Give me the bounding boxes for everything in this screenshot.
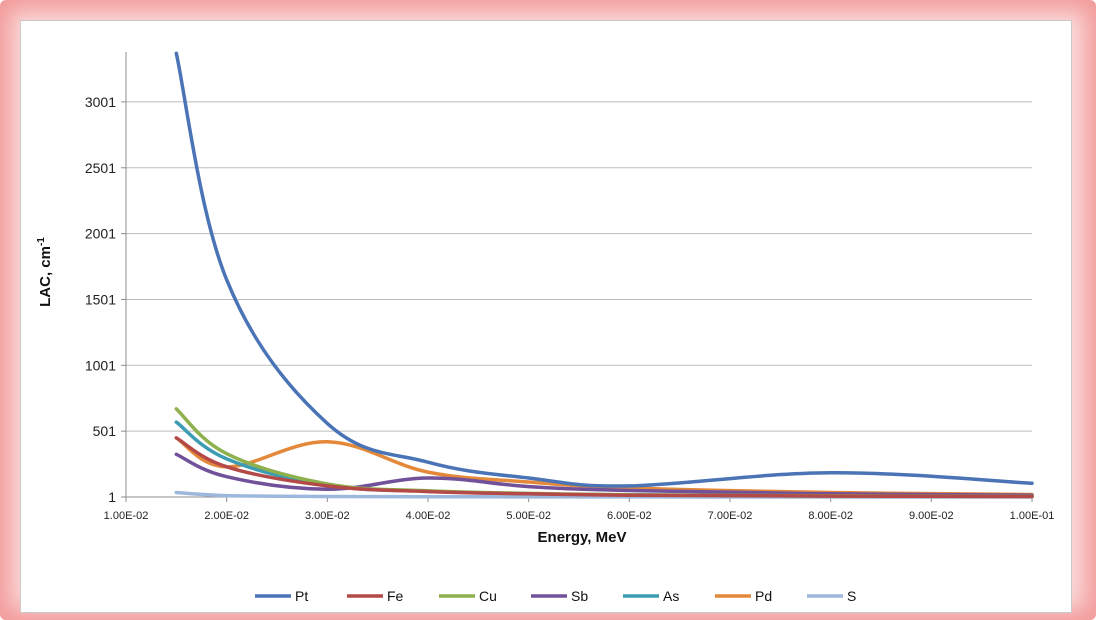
legend: Pt Fe Cu Sb As Pd S [255,588,856,604]
chart-area [20,20,1072,613]
x-tick-label: 4.00E-02 [406,510,451,522]
x-tick-label: 9.00E-02 [909,510,954,522]
x-tick-label: 5.00E-02 [506,510,551,522]
series-lines [174,51,1034,499]
x-tick-label: 1.00E-01 [1010,510,1055,522]
legend-label-cu: Cu [479,588,497,604]
x-tick-label: 8.00E-02 [808,510,853,522]
y-tick-label: 3001 [85,94,116,110]
x-tick-label: 7.00E-02 [708,510,753,522]
legend-label-s: S [847,588,856,604]
series-line-sb [174,452,1034,497]
y-tick-label: 2501 [85,160,116,176]
x-tick-label: 2.00E-02 [204,510,249,522]
x-tick-label: 6.00E-02 [607,510,652,522]
y-tick-label: 1001 [85,357,116,373]
series-line-pt [174,51,1034,488]
gridlines [126,101,1032,432]
y-tick-label: 501 [93,423,117,439]
y-axis-title-superscript: -1 [36,237,47,246]
legend-label-as: As [663,588,679,604]
axes [121,52,1033,502]
x-tick-label: 1.00E-02 [104,510,149,522]
y-tick-label: 2001 [85,226,116,242]
legend-label-fe: Fe [387,588,404,604]
legend-label-sb: Sb [571,588,588,604]
x-tick-label: 3.00E-02 [305,510,350,522]
series-line-fe [174,436,1034,499]
x-axis-title: Energy, MeV [538,529,627,546]
x-tick-labels: 1.00E-02 2.00E-02 3.00E-02 4.00E-02 5.00E-02… [104,510,1055,522]
y-axis-title-main: LAC, cm [37,246,54,307]
legend-label-pd: Pd [755,588,772,604]
y-tick-label: 1 [108,489,116,505]
y-tick-label: 1501 [85,291,116,307]
legend-label-pt: Pt [295,588,308,604]
y-axis-title: LAC, cm-1 [36,237,54,307]
